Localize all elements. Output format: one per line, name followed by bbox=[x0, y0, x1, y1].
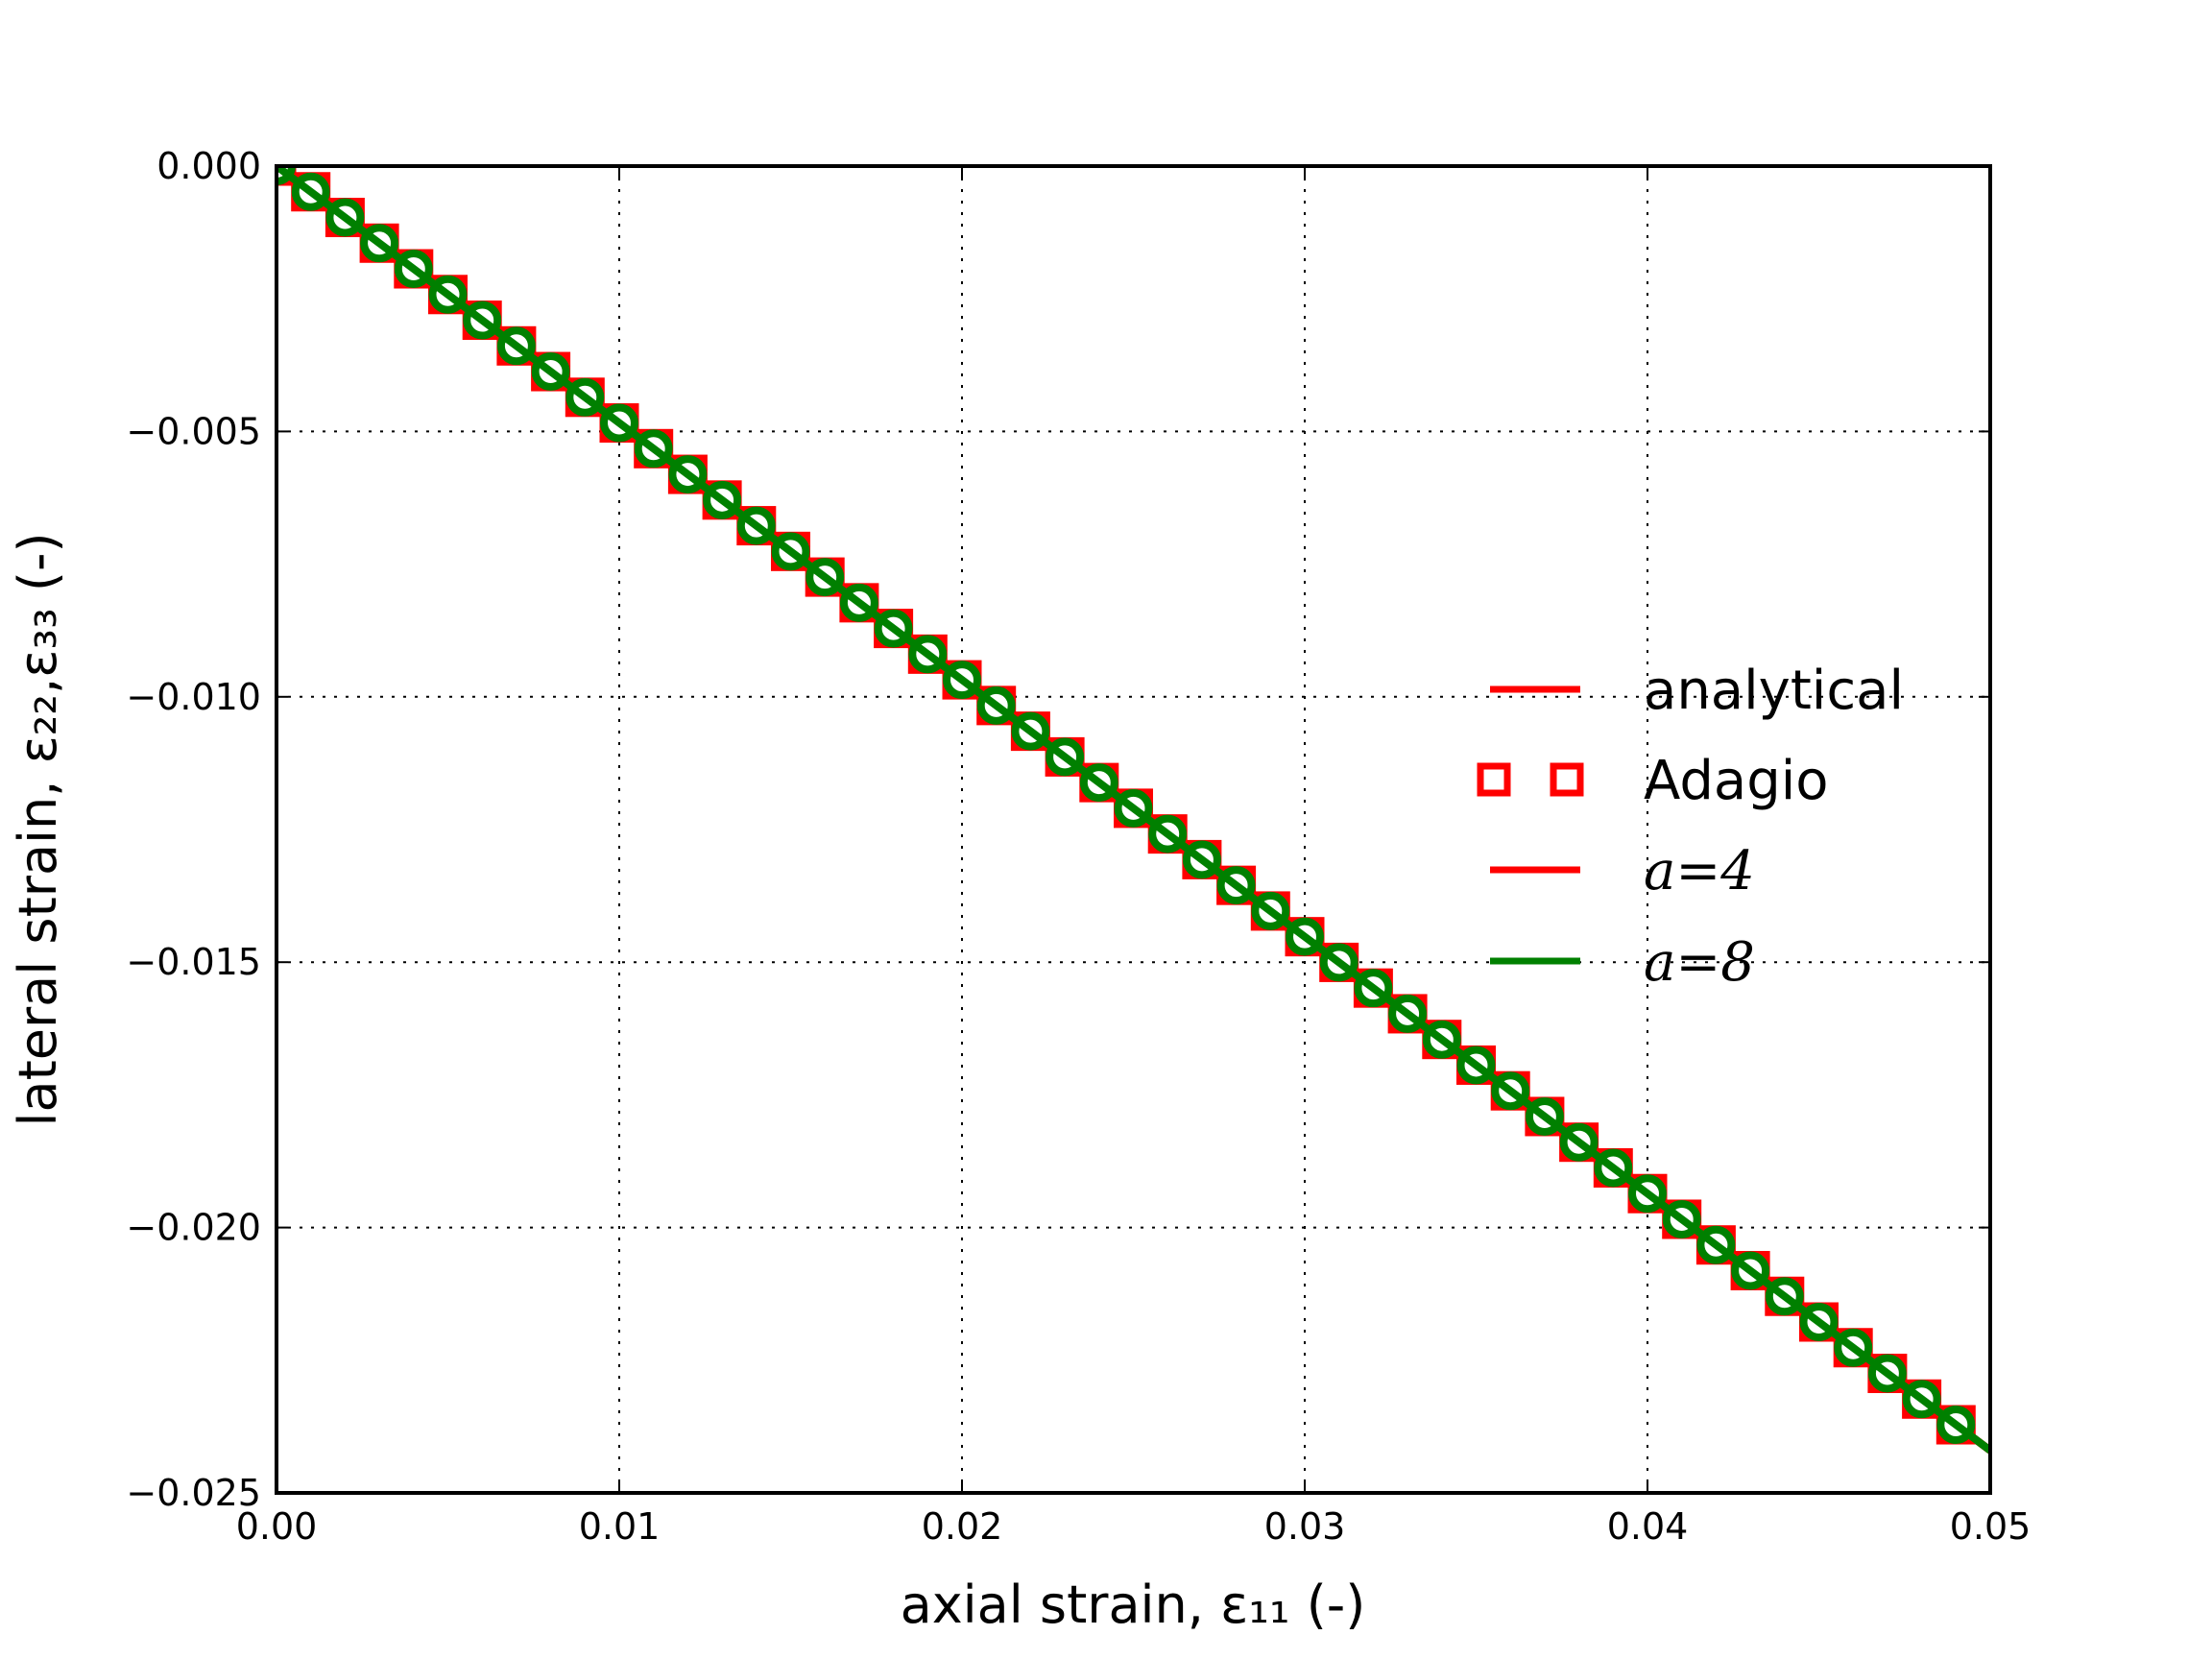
x-tick-label: 0.01 bbox=[579, 1505, 661, 1548]
legend-label-analytical: analytical bbox=[1644, 660, 1904, 722]
y-tick-label: −0.020 bbox=[126, 1207, 261, 1249]
y-tick-label: 0.000 bbox=[156, 145, 261, 187]
y-tick-label: −0.005 bbox=[126, 410, 261, 452]
legend: analytical Adagio a=4 a=8 bbox=[1477, 660, 1904, 994]
y-tick-label: −0.025 bbox=[126, 1472, 261, 1514]
legend-label-adagio: Adagio bbox=[1644, 750, 1829, 812]
legend-adagio-marker bbox=[1550, 762, 1584, 797]
legend-label-a4: a=4 bbox=[1644, 840, 1755, 902]
a8-line bbox=[276, 166, 1990, 1454]
ticks: 0.00 0.01 0.02 0.03 0.04 0.05 0.000 −0.005 −0.01… bbox=[126, 145, 2031, 1548]
legend-adagio-marker bbox=[1477, 762, 1511, 797]
y-tick-label: −0.015 bbox=[126, 941, 261, 983]
series-group bbox=[276, 166, 1990, 1454]
axes-frame bbox=[275, 164, 1992, 1495]
x-tick-label: 0.04 bbox=[1607, 1505, 1689, 1548]
y-axis-label: lateral strain, ε₂₂,ε₃₃ (-) bbox=[8, 532, 68, 1126]
plot-area bbox=[276, 166, 1990, 1454]
x-tick-label: 0.05 bbox=[1950, 1505, 2032, 1548]
x-tick-label: 0.02 bbox=[922, 1505, 1003, 1548]
x-tick-label: 0.03 bbox=[1264, 1505, 1346, 1548]
x-axis-label: axial strain, ε₁₁ (-) bbox=[901, 1575, 1366, 1635]
legend-label-a8: a=8 bbox=[1644, 931, 1755, 994]
x-tick-label: 0.00 bbox=[236, 1505, 318, 1548]
y-tick-label: −0.010 bbox=[126, 676, 261, 718]
